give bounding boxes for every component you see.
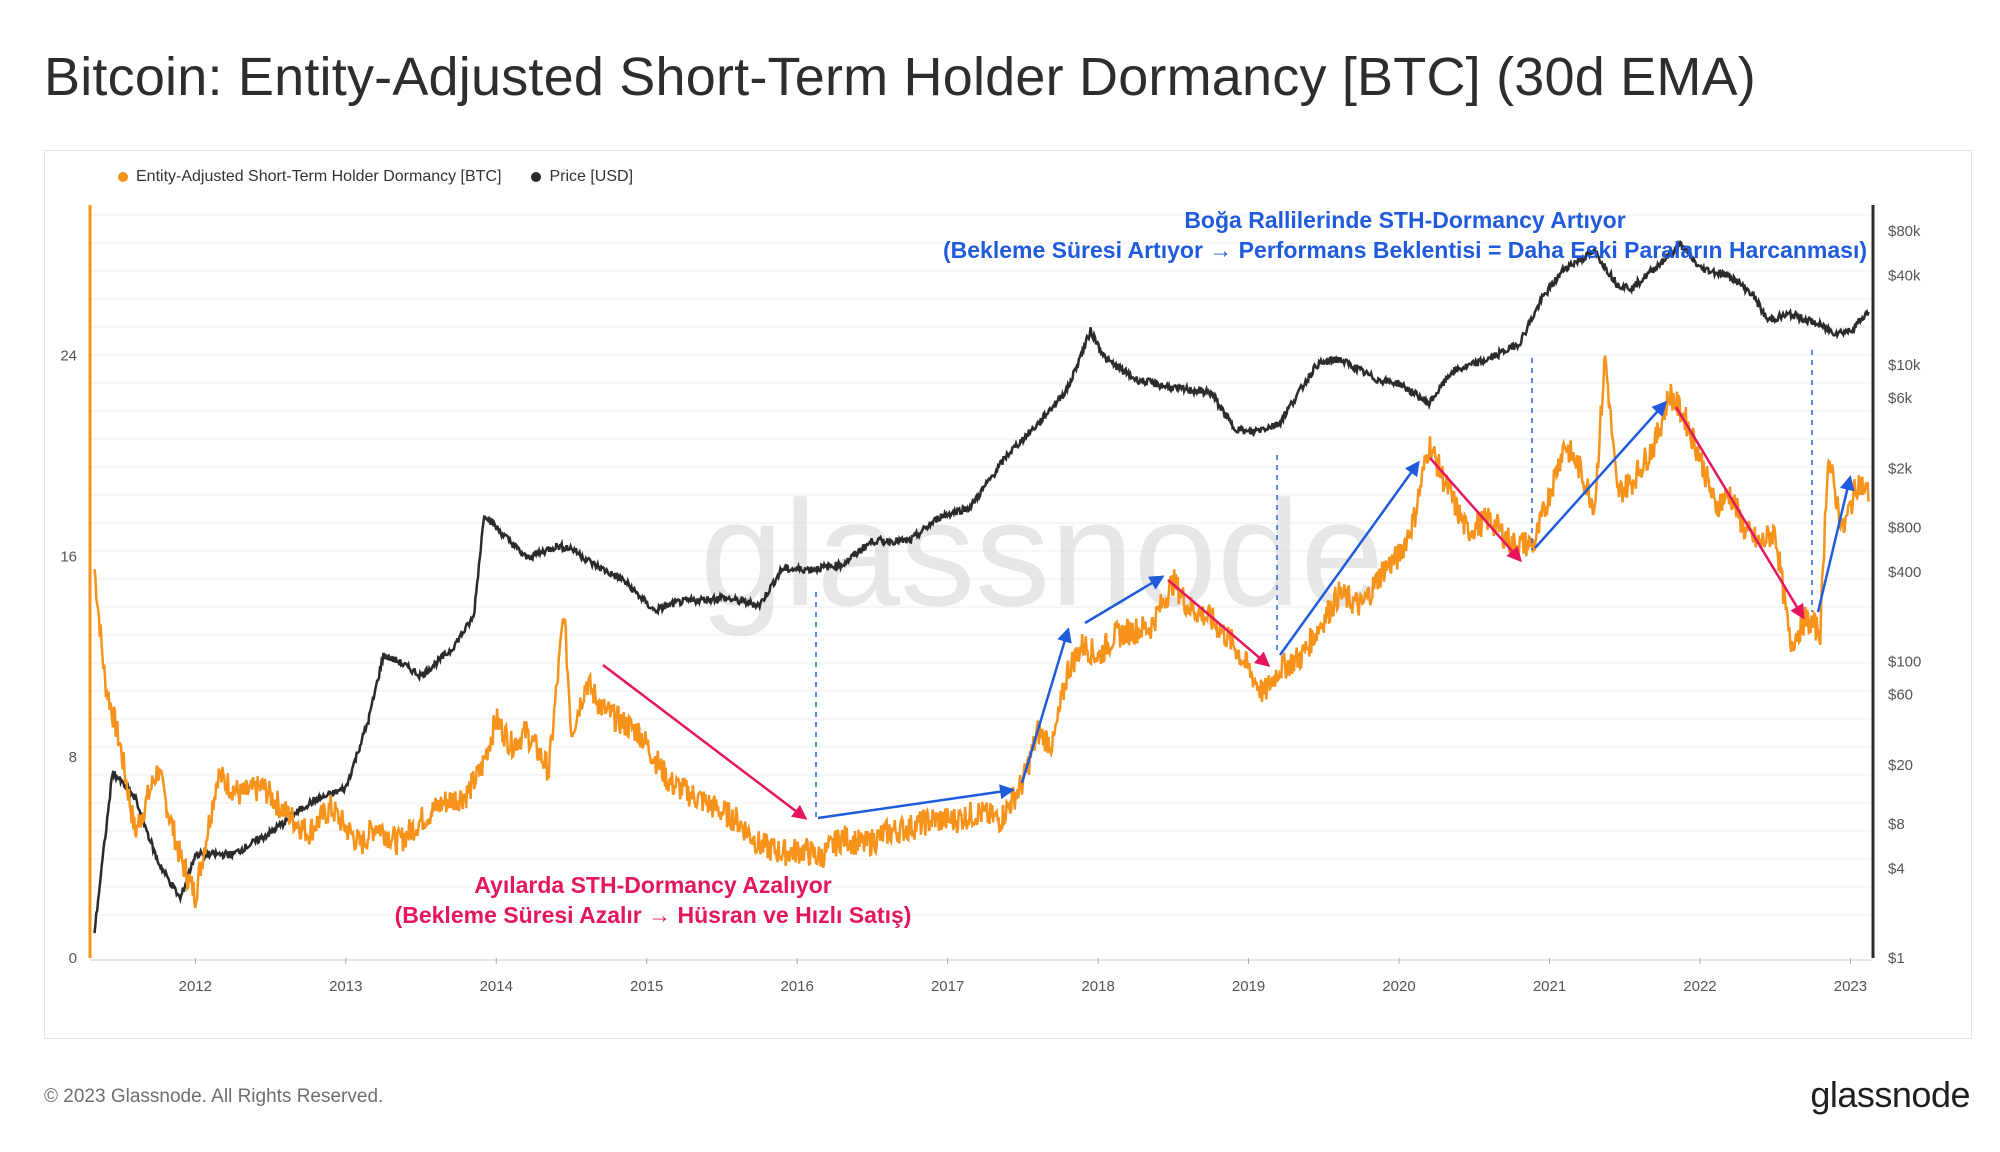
vertical-markers [815,350,1813,818]
y-right-tick-label: $8 [1888,816,1905,833]
y-left-tick-label: 24 [60,348,77,365]
y-right-tick-label: $400 [1888,564,1921,581]
legend-label-dormancy: Entity-Adjusted Short-Term Holder Dorman… [136,168,502,185]
x-tick-label: 2019 [1232,978,1265,995]
bull-arrows [817,400,1855,820]
legend-dot-dormancy [118,172,128,182]
y-left-tick-label: 8 [69,749,77,766]
x-tick-label: 2020 [1382,978,1415,995]
y-right-tick-label: $20 [1888,757,1913,774]
y-right-tick-label: $100 [1888,653,1921,670]
y-left-ticks: 0 8 16 24 [60,348,77,967]
bear-arrow-3 [1429,457,1522,563]
x-tick-label: 2012 [179,978,212,995]
bull-arrow-5 [1534,400,1668,549]
bull-arrow-2 [1020,627,1072,784]
x-tick-label: 2016 [780,978,813,995]
bear-arrow-4 [1674,406,1805,620]
bear-arrows [602,406,1805,820]
watermark-text: glassnode [700,469,1384,637]
y-right-tick-label: $1 [1888,950,1905,967]
x-tick-label: 2022 [1683,978,1716,995]
bull-arrow-6 [1816,475,1855,613]
bear-arrow-2 [1167,579,1271,667]
y-left-tick-label: 0 [69,950,77,967]
chart-grid [90,214,1873,916]
bull-annotation-line2: (Bekleme Süresi Artıyor → Performans Bek… [943,237,1867,263]
bear-arrow-1 [602,664,808,820]
y-right-ticks: $1 $4 $8 $20 $60 $100 $400 $800 $2k $6k $10k $40k $8… [1888,223,1921,967]
x-tick-label: 2015 [630,978,663,995]
y-right-tick-label: $2k [1888,461,1913,478]
bear-annotation-line1: Ayılarda STH-Dormancy Azalıyor [474,872,832,898]
y-left-tick-label: 16 [60,548,77,565]
y-right-tick-label: $800 [1888,520,1921,537]
x-ticks: 2012 2013 2014 2015 2016 2017 2018 2019 2020 2021… [179,958,1867,995]
page-title: Bitcoin: Entity-Adjusted Short-Term Hold… [44,47,1756,107]
dormancy-series-line [93,355,1870,909]
bear-annotation-line2: (Bekleme Süresi Azalır → Hüsran ve Hızlı… [395,902,912,928]
x-tick-label: 2013 [329,978,362,995]
price-series-line [93,239,1870,934]
legend-label-price: Price [USD] [549,168,634,185]
bull-arrow-3 [1084,575,1165,625]
legend-dot-price [531,172,542,182]
y-right-tick-label: $40k [1888,268,1921,285]
y-right-tick-label: $60 [1888,686,1913,703]
legend-item-dormancy[interactable]: Entity-Adjusted Short-Term Holder Dorman… [118,168,501,186]
x-tick-label: 2017 [931,978,964,995]
footer-copyright: © 2023 Glassnode. All Rights Reserved. [44,1086,384,1107]
y-right-tick-label: $4 [1888,861,1905,878]
x-tick-label: 2021 [1533,978,1566,995]
footer-logo[interactable]: glassnode [1810,1074,1970,1115]
x-tick-label: 2018 [1081,978,1114,995]
y-right-tick-label: $6k [1888,390,1913,407]
bull-arrow-4 [1278,460,1420,656]
bull-annotation-line1: Boğa Rallilerinde STH-Dormancy Artıyor [1184,207,1625,233]
legend-item-price[interactable]: Price [USD] [531,168,633,186]
x-tick-label: 2023 [1834,978,1867,995]
x-tick-label: 2014 [480,978,513,995]
y-right-tick-label: $80k [1888,223,1921,240]
chart-panel [44,150,1972,1039]
bull-arrow-1 [817,784,1015,820]
y-right-tick-label: $10k [1888,357,1921,374]
chart-legend: Entity-Adjusted Short-Term Holder Dorman… [118,168,633,186]
